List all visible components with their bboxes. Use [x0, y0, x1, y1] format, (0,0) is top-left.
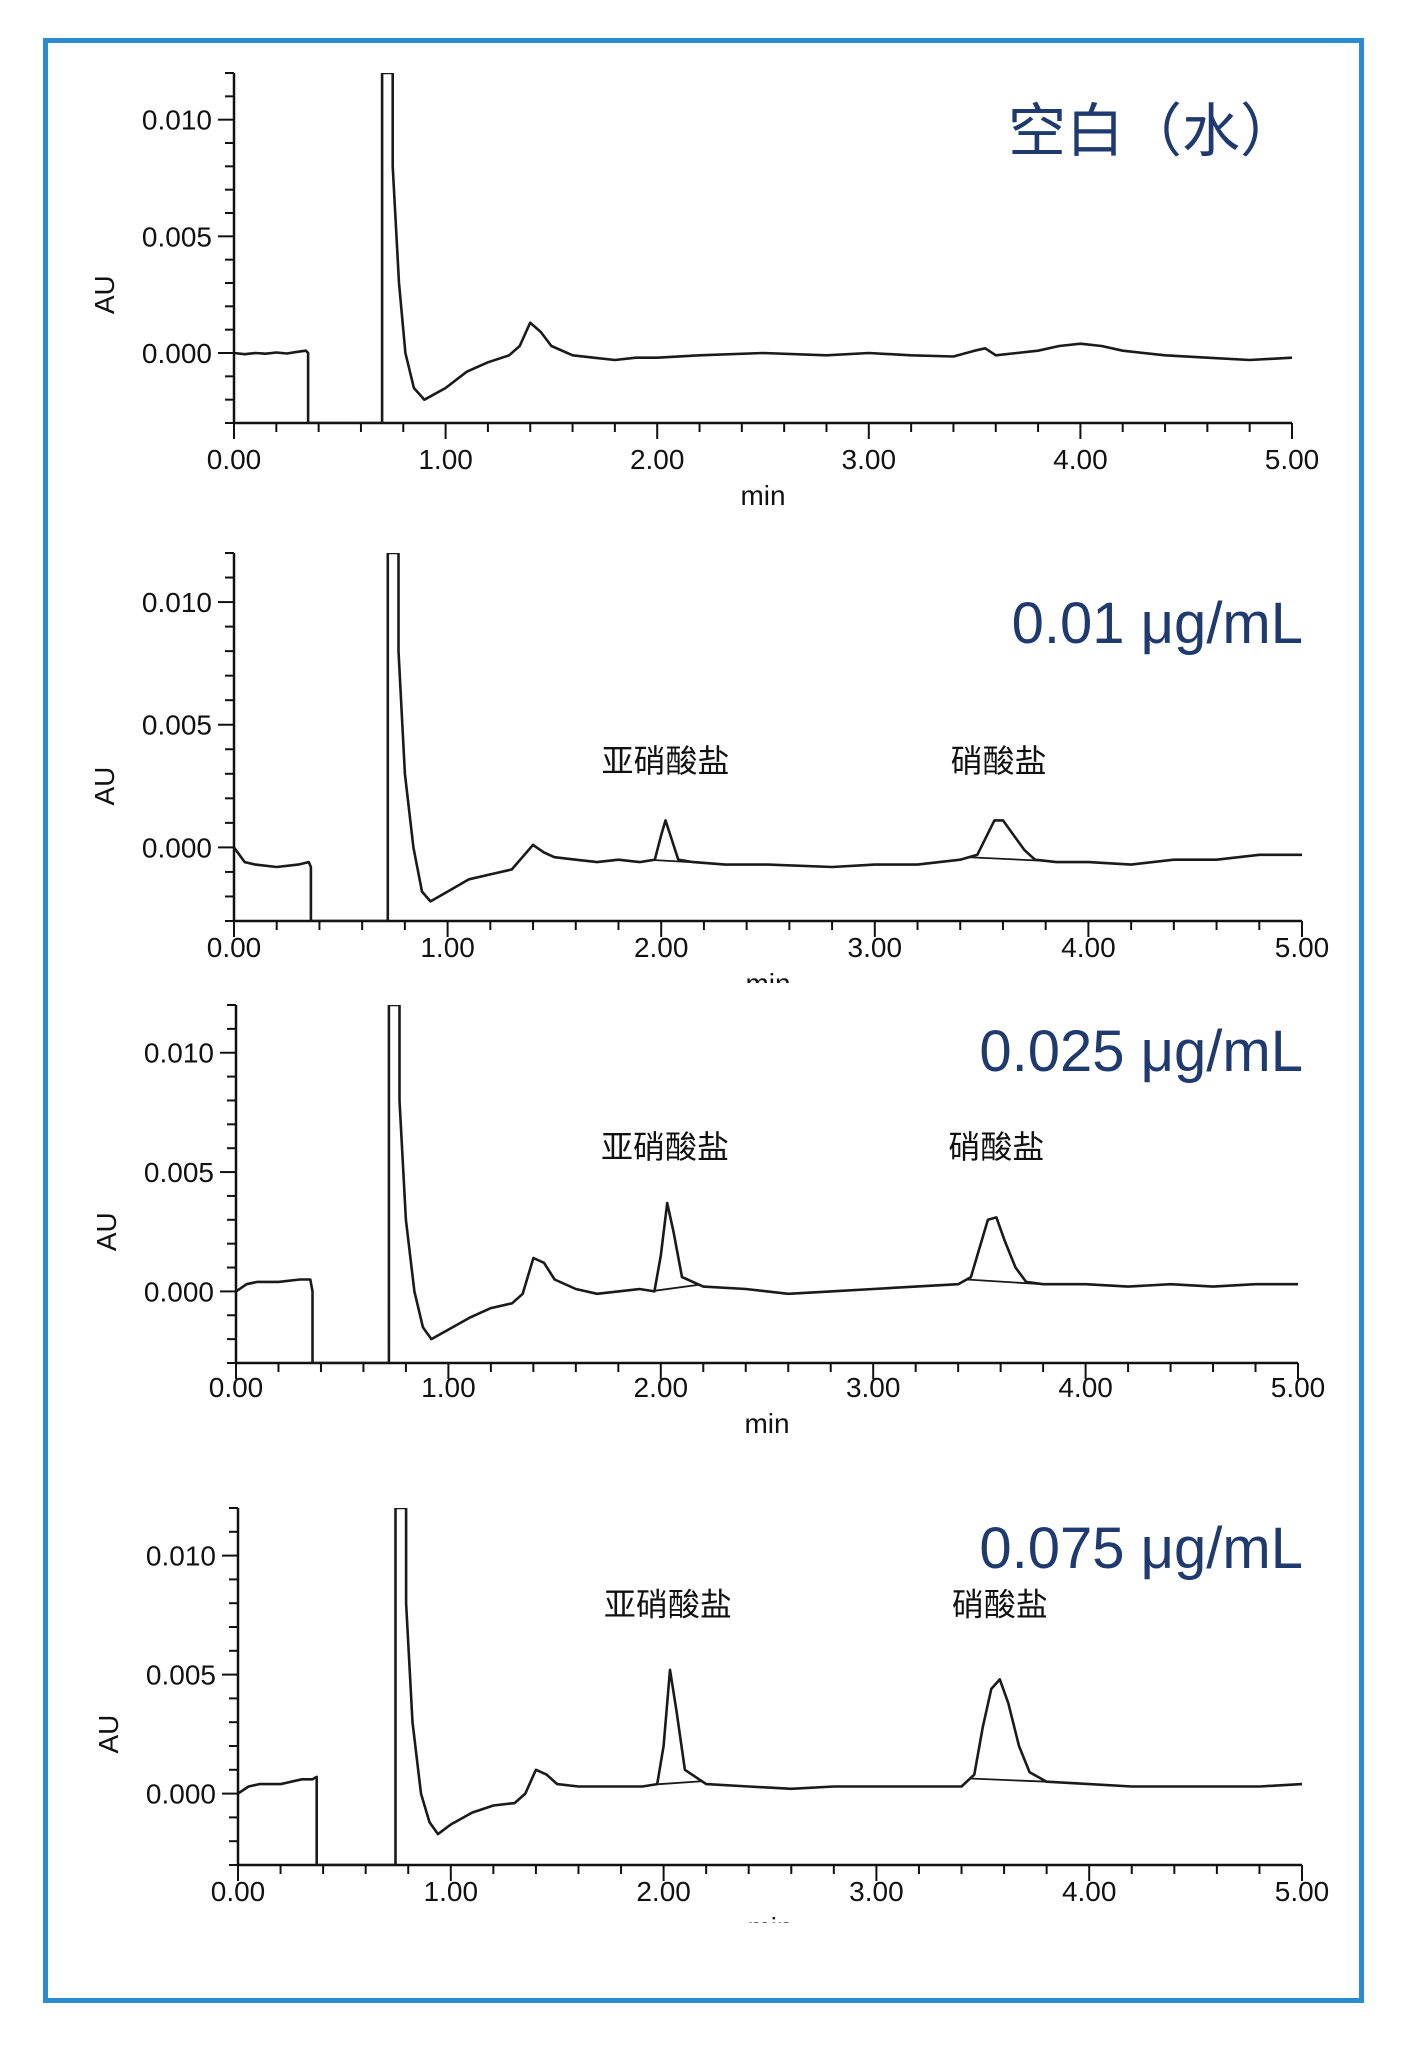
x-tick-label: 1.00 [418, 444, 473, 475]
x-tick-label: 5.00 [1275, 932, 1330, 963]
y-tick-label: 0.000 [144, 1276, 214, 1307]
y-tick-label: 0.005 [142, 710, 212, 741]
y-axis-label: AU [93, 1715, 124, 1754]
chromatogram-panel-0-075: 0.000 0.005 0.010 AU 0.00 1.00 2.00 3.00 4.00 5.0… [93, 1507, 1330, 1923]
peak-label: 硝酸盐 [952, 1586, 1048, 1622]
x-tick-label: 3.00 [849, 1876, 904, 1907]
x-tick-label: 3.00 [848, 932, 903, 963]
x-tick-label: 5.00 [1271, 1372, 1326, 1403]
integration-baseline [968, 856, 1046, 862]
x-tick-label: 4.00 [1061, 932, 1116, 963]
x-tick-label: 2.00 [634, 932, 689, 963]
x-tick-label: 1.00 [424, 1876, 479, 1907]
peak-label: 硝酸盐 [948, 1129, 1044, 1165]
peak-label: 亚硝酸盐 [601, 1129, 729, 1165]
y-tick-label: 0.010 [144, 1038, 214, 1069]
x-tick-label: 0.00 [209, 1372, 264, 1403]
y-tick-label: 0.005 [142, 221, 212, 252]
y-tick-label: 0.000 [142, 832, 212, 863]
x-tick-label: 3.00 [842, 444, 897, 475]
chromatogram-trace [234, 73, 1292, 423]
x-tick-label: 4.00 [1053, 444, 1108, 475]
panel-title: 0.025 μg/mL [979, 1019, 1303, 1084]
x-axis-label: min [740, 480, 785, 511]
chromatogram-panel-0-025: 0.000 0.005 0.010 AU 0.00 1.00 2.00 3.00 4.00 5.0… [91, 1004, 1326, 1439]
y-tick-label: 0.005 [144, 1157, 214, 1188]
y-tick-label: 0.010 [142, 105, 212, 136]
x-axis-label: min [747, 1912, 792, 1923]
integration-baseline [969, 1777, 1047, 1783]
x-tick-label: 5.00 [1275, 1876, 1330, 1907]
peak-label: 亚硝酸盐 [604, 1586, 732, 1622]
x-tick-label: 2.00 [634, 1372, 689, 1403]
chromatogram-panel-blank: 0.000 0.005 0.010 AU 0.00 1.00 2.00 3.00 4.00 5.0… [89, 72, 1320, 511]
x-tick-label: 4.00 [1062, 1876, 1117, 1907]
integration-baseline [652, 1283, 700, 1292]
x-tick-label: 1.00 [421, 1372, 476, 1403]
x-tick-label: 0.00 [207, 444, 262, 475]
y-axis-label: AU [91, 1212, 122, 1251]
peak-label: 亚硝酸盐 [601, 743, 729, 779]
integration-baseline [655, 1780, 702, 1786]
x-axis-label: min [744, 1408, 789, 1439]
x-tick-label: 2.00 [636, 1876, 691, 1907]
x-axis-label: min [745, 968, 790, 983]
x-tick-label: 3.00 [846, 1372, 901, 1403]
y-tick-label: 0.000 [142, 338, 212, 369]
y-tick-label: 0.005 [146, 1660, 216, 1691]
peak-label: 硝酸盐 [951, 743, 1047, 779]
chromatogram-trace [238, 1508, 1302, 1865]
x-tick-label: 0.00 [207, 932, 262, 963]
chromatogram-trace [236, 1005, 1298, 1363]
x-tick-label: 1.00 [420, 932, 475, 963]
figure-frame: 0.000 0.005 0.010 AU 0.00 1.00 2.00 3.00 4.00 5.0… [43, 38, 1364, 2003]
chromatogram-panel-0-01: 0.000 0.005 0.010 AU 0.00 1.00 2.00 3.00 4.00 5.0… [89, 552, 1330, 983]
x-tick-label: 2.00 [630, 444, 685, 475]
panel-title: 0.075 μg/mL [979, 1516, 1303, 1581]
integration-baseline [652, 859, 700, 864]
y-axis-label: AU [89, 767, 120, 806]
y-tick-label: 0.010 [142, 587, 212, 618]
x-tick-label: 4.00 [1058, 1372, 1113, 1403]
panel-title: 0.01 μg/mL [1012, 591, 1303, 656]
x-tick-label: 5.00 [1265, 444, 1320, 475]
integration-baseline [966, 1278, 1044, 1286]
y-tick-label: 0.000 [146, 1779, 216, 1810]
panel-title: 空白（水） [1008, 99, 1298, 164]
y-axis-label: AU [89, 275, 120, 314]
x-tick-label: 0.00 [211, 1876, 266, 1907]
y-tick-label: 0.010 [146, 1541, 216, 1572]
chromatogram-trace [234, 553, 1302, 921]
